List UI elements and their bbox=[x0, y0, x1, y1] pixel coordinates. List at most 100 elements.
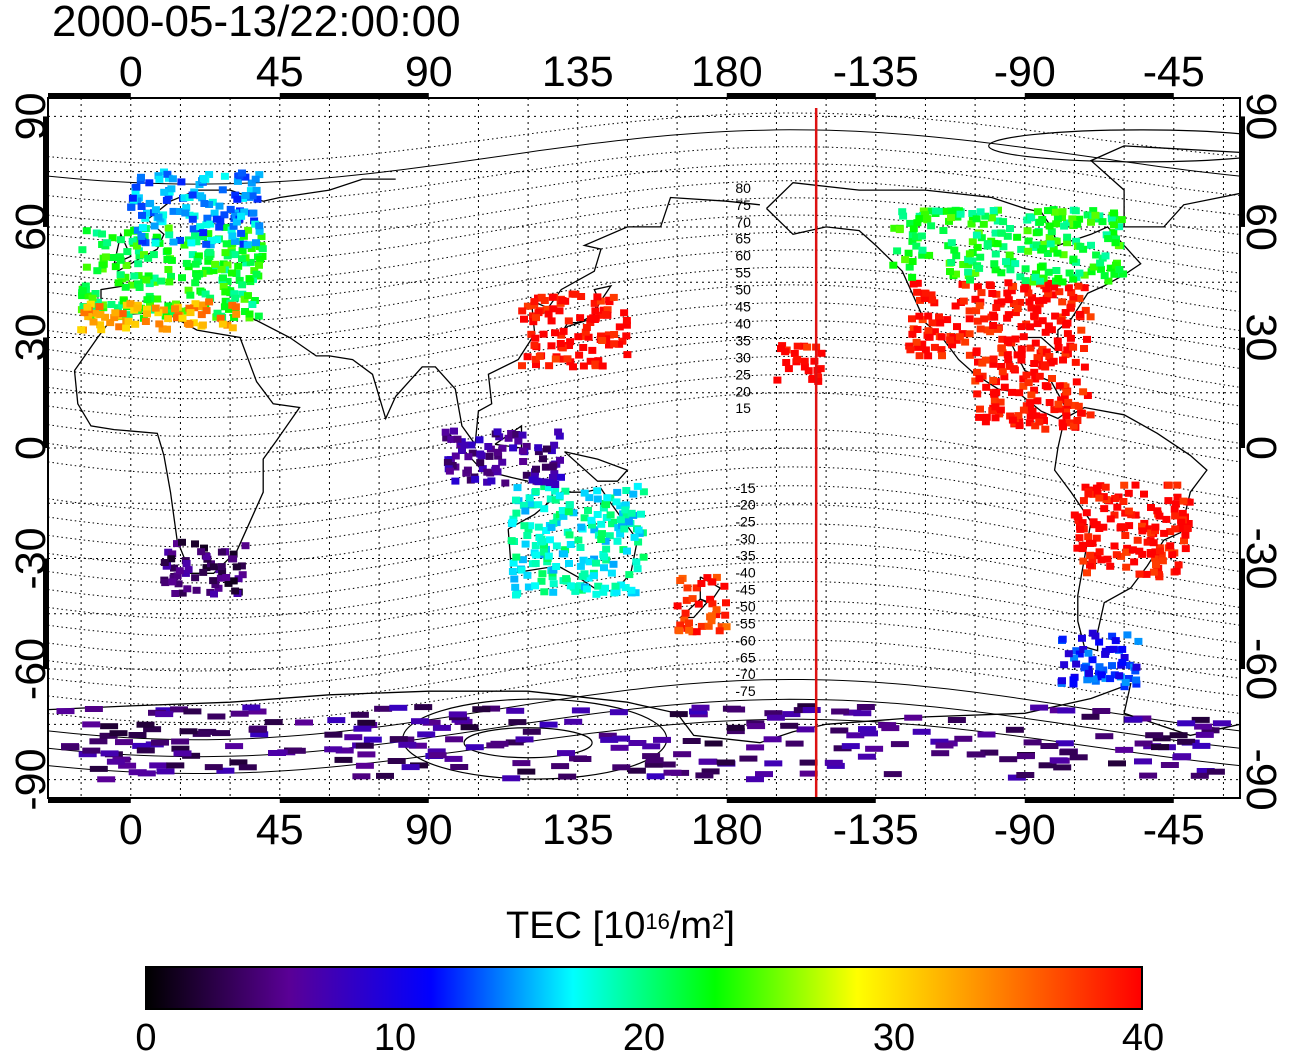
tec-pixel bbox=[673, 602, 682, 610]
tec-pixel bbox=[1139, 772, 1158, 779]
tec-pixel bbox=[245, 310, 254, 318]
tec-pixel bbox=[991, 266, 1000, 274]
tec-pixel bbox=[234, 262, 243, 270]
right-tick-label: 30 bbox=[1237, 314, 1285, 362]
tec-pixel bbox=[1194, 723, 1213, 730]
tec-pixel bbox=[1079, 646, 1088, 653]
tec-pixel bbox=[230, 710, 249, 717]
top-tick-label: -45 bbox=[1143, 48, 1205, 96]
tec-pixel bbox=[1097, 556, 1106, 564]
tec-pixel bbox=[550, 441, 559, 449]
tec-pixel bbox=[914, 343, 923, 351]
tec-pixel bbox=[1087, 268, 1096, 276]
tec-pixel bbox=[1101, 483, 1110, 491]
tec-pixel bbox=[154, 172, 163, 180]
tec-pixel bbox=[975, 375, 984, 383]
tec-pixel bbox=[639, 488, 648, 496]
colorbar-tick: 0 bbox=[135, 1017, 157, 1059]
tec-pixel bbox=[137, 770, 156, 777]
coastline bbox=[560, 284, 613, 335]
tec-pixel bbox=[227, 269, 236, 277]
tec-pixel bbox=[1104, 277, 1113, 285]
tec-pixel bbox=[1004, 311, 1013, 319]
top-tick-label: 90 bbox=[405, 48, 453, 96]
tec-pixel bbox=[971, 377, 980, 385]
tec-pixel bbox=[1177, 518, 1186, 526]
tec-pixel bbox=[163, 170, 172, 178]
tec-pixel bbox=[1083, 569, 1091, 577]
tec-pixel bbox=[1100, 272, 1109, 280]
tec-pixel bbox=[178, 314, 187, 322]
tec-pixel bbox=[534, 478, 543, 486]
tec-pixel bbox=[1076, 242, 1085, 250]
tec-pixel bbox=[56, 708, 75, 715]
tec-pixel bbox=[237, 229, 246, 237]
tec-pixel bbox=[999, 756, 1018, 763]
tec-pixel bbox=[183, 708, 202, 715]
tec-pixel bbox=[831, 708, 850, 715]
tec-pixel bbox=[952, 270, 960, 278]
tec-pixel bbox=[965, 351, 974, 359]
tec-pixel bbox=[597, 332, 605, 340]
tec-pixel bbox=[946, 336, 955, 344]
tec-pixel bbox=[217, 548, 226, 556]
tec-pixel bbox=[414, 704, 433, 711]
tec-pixel bbox=[350, 711, 369, 718]
tec-pixel bbox=[136, 721, 155, 728]
tec-pixel bbox=[1084, 490, 1093, 498]
tec-pixel bbox=[544, 552, 553, 560]
tec-pixel bbox=[518, 556, 527, 564]
tec-pixel bbox=[646, 773, 665, 780]
tec-pixel bbox=[128, 194, 137, 202]
tec-pixel bbox=[579, 344, 588, 351]
tec-pixel bbox=[237, 562, 246, 570]
tec-pixel bbox=[976, 253, 985, 261]
tec-pixel bbox=[727, 706, 746, 713]
tec-pixel bbox=[1191, 716, 1210, 723]
tec-pixel bbox=[98, 265, 107, 273]
tec-pixel bbox=[721, 611, 730, 619]
tec-pixel bbox=[1062, 388, 1071, 396]
tec-pixel bbox=[520, 315, 528, 323]
tec-pixel bbox=[1033, 397, 1042, 405]
tec-pixel bbox=[951, 302, 960, 310]
tec-pixel bbox=[121, 273, 130, 281]
tec-pixel bbox=[181, 209, 190, 217]
tec-pixel bbox=[171, 305, 179, 313]
tec-pixel bbox=[1005, 251, 1014, 259]
tec-pixel bbox=[1016, 753, 1035, 760]
tec-pixel bbox=[617, 581, 626, 589]
tec-pixel bbox=[574, 536, 583, 544]
tec-pixel bbox=[935, 313, 943, 321]
tec-pixel bbox=[122, 262, 131, 269]
tec-pixel bbox=[519, 501, 528, 509]
tec-pixel bbox=[1078, 545, 1087, 553]
tec-pixel bbox=[981, 212, 990, 220]
tec-pixel bbox=[558, 297, 567, 304]
tec-pixel bbox=[164, 192, 173, 200]
tec-pixel bbox=[1017, 323, 1026, 331]
tec-pixel bbox=[450, 764, 469, 770]
tec-pixel bbox=[925, 333, 934, 341]
axis-bar bbox=[48, 93, 131, 98]
tec-pixel bbox=[781, 348, 790, 356]
tec-pixel bbox=[335, 747, 354, 754]
tec-pixel bbox=[1058, 298, 1067, 306]
contour-label: -70 bbox=[735, 666, 755, 682]
tec-pixel bbox=[594, 582, 603, 590]
tec-pixel bbox=[549, 305, 558, 313]
tec-pixel bbox=[89, 318, 98, 326]
tec-pixel bbox=[561, 487, 570, 495]
tec-pixel bbox=[1120, 683, 1129, 691]
tec-pixel bbox=[576, 582, 585, 590]
tec-pixel bbox=[1060, 222, 1069, 230]
tec-pixel bbox=[559, 327, 568, 335]
tec-pixel bbox=[188, 215, 197, 223]
tec-pixel bbox=[559, 512, 568, 520]
tec-pixel bbox=[1111, 495, 1120, 502]
tec-pixel bbox=[287, 747, 306, 754]
tec-pixel bbox=[522, 728, 541, 735]
tec-pixel bbox=[78, 751, 97, 758]
tec-pixel bbox=[698, 758, 717, 765]
tec-pixel bbox=[540, 478, 549, 486]
